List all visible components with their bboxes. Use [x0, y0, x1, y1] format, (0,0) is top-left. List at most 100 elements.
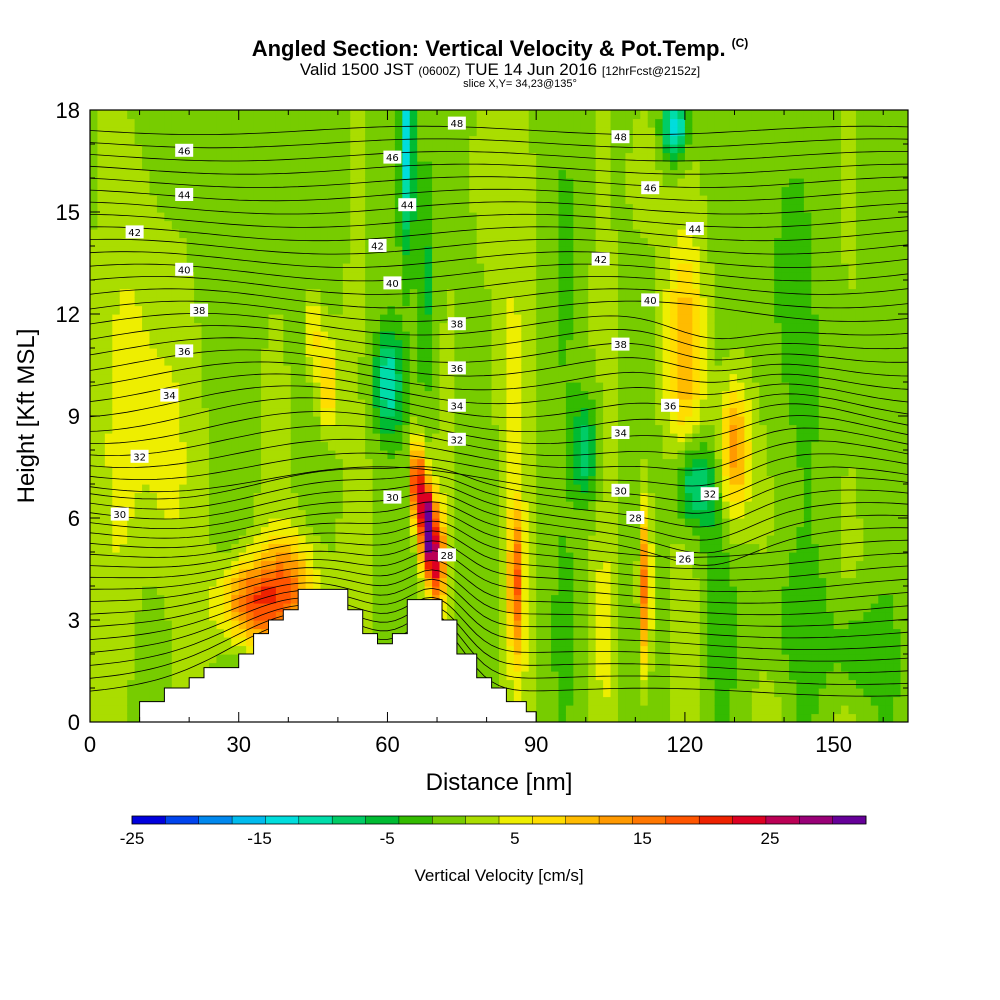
velocity-cell [543, 424, 552, 434]
velocity-cell [513, 212, 522, 222]
velocity-cell [499, 637, 508, 647]
velocity-cell [424, 220, 433, 230]
velocity-cell [223, 492, 232, 502]
velocity-cell [432, 373, 441, 383]
velocity-cell [112, 407, 121, 417]
velocity-cell [365, 424, 374, 434]
velocity-cell [484, 195, 493, 205]
velocity-cell [372, 399, 381, 409]
velocity-cell [580, 382, 589, 392]
velocity-cell [119, 127, 128, 137]
velocity-cell [439, 322, 448, 332]
velocity-cell [513, 450, 522, 460]
velocity-cell [186, 407, 195, 417]
velocity-cell [201, 186, 210, 196]
velocity-cell [231, 552, 240, 562]
velocity-cell [156, 569, 165, 579]
velocity-cell [476, 314, 485, 324]
velocity-cell [543, 339, 552, 349]
velocity-cell [156, 688, 165, 698]
velocity-cell [268, 484, 277, 494]
velocity-cell [179, 373, 188, 383]
velocity-cell [298, 535, 307, 545]
velocity-cell [164, 637, 173, 647]
velocity-cell [588, 416, 597, 426]
velocity-cell [580, 118, 589, 128]
velocity-cell [521, 637, 530, 647]
velocity-cell [97, 518, 106, 528]
velocity-cell [238, 246, 247, 256]
velocity-cell [573, 424, 582, 434]
velocity-cell [231, 271, 240, 281]
velocity-cell [149, 152, 158, 162]
velocity-cell [446, 543, 455, 553]
velocity-cell [305, 288, 314, 298]
velocity-cell [499, 297, 508, 307]
velocity-cell [208, 152, 218, 162]
velocity-cell [446, 229, 455, 239]
velocity-cell [521, 135, 530, 145]
velocity-cell [558, 203, 567, 213]
velocity-cell [156, 603, 165, 613]
velocity-cell [365, 484, 374, 494]
velocity-cell [320, 577, 329, 587]
velocity-cell [171, 467, 180, 477]
velocity-cell [476, 220, 485, 230]
velocity-cell [454, 169, 463, 179]
velocity-cell [521, 611, 530, 621]
velocity-cell [417, 560, 426, 570]
velocity-cell [461, 577, 470, 587]
velocity-cell [402, 509, 411, 519]
velocity-cell [104, 407, 113, 417]
velocity-cell [142, 322, 151, 332]
velocity-cell [454, 144, 463, 154]
velocity-cell [127, 696, 136, 706]
velocity-cell [543, 637, 552, 647]
velocity-cell [551, 195, 560, 205]
velocity-cell [268, 611, 277, 621]
velocity-cell [119, 688, 128, 698]
velocity-cell [551, 339, 560, 349]
velocity-cell [402, 475, 411, 485]
velocity-cell [320, 475, 329, 485]
velocity-cell [305, 484, 314, 494]
velocity-cell [275, 305, 284, 315]
velocity-cell [223, 127, 232, 137]
velocity-cell [439, 382, 448, 392]
velocity-cell [513, 144, 522, 154]
velocity-cell [417, 271, 426, 281]
velocity-cell [595, 288, 604, 298]
velocity-cell [365, 254, 374, 264]
velocity-cell [112, 458, 121, 468]
velocity-cell [104, 135, 113, 145]
velocity-cell [565, 399, 574, 409]
velocity-cell [97, 611, 106, 621]
velocity-cell [402, 620, 411, 630]
velocity-cell [327, 169, 336, 179]
velocity-cell [573, 382, 582, 392]
velocity-cell [261, 467, 270, 477]
velocity-cell [283, 178, 292, 188]
velocity-cell [149, 305, 158, 315]
velocity-cell [580, 688, 589, 698]
velocity-cell [327, 390, 336, 400]
velocity-cell [290, 501, 299, 511]
velocity-cell [499, 662, 508, 672]
velocity-cell [268, 322, 277, 332]
velocity-cell [298, 220, 307, 230]
velocity-cell [558, 696, 567, 706]
velocity-cell [350, 552, 359, 562]
velocity-cell [402, 237, 411, 247]
velocity-cell [275, 135, 284, 145]
velocity-cell [350, 118, 359, 128]
velocity-cell [484, 339, 493, 349]
velocity-cell [223, 348, 232, 358]
velocity-cell [320, 178, 329, 188]
velocity-cell [305, 203, 314, 213]
velocity-cell [432, 152, 441, 162]
velocity-cell [90, 288, 99, 298]
velocity-cell [149, 492, 158, 502]
velocity-cell [558, 322, 567, 332]
velocity-cell [97, 713, 106, 722]
velocity-cell [186, 645, 195, 655]
